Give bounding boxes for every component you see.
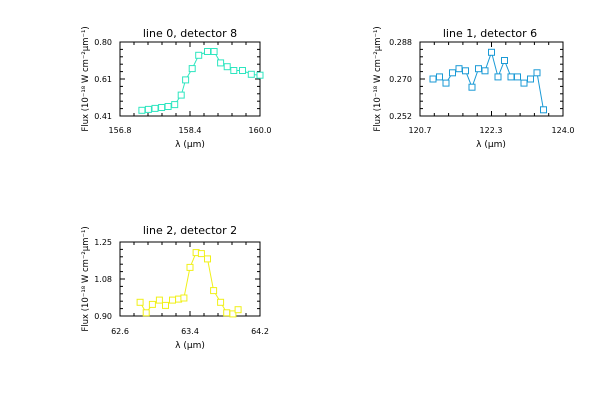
data-point-marker (144, 105, 152, 113)
data-point-marker (468, 83, 476, 91)
data-point-marker (481, 67, 489, 75)
data-point-marker (217, 298, 225, 306)
panel-title: line 1, detector 6 (443, 27, 537, 40)
y-axis-label: Flux (10⁻¹⁸ W cm⁻²μm⁻¹) (81, 226, 91, 331)
data-point-marker (494, 73, 502, 81)
data-point-marker (239, 67, 246, 74)
data-point-marker (475, 65, 482, 73)
y-axis-label: Flux (10⁻¹⁸ W cm⁻²μm⁻¹) (373, 26, 383, 131)
data-point-marker (148, 300, 156, 308)
plot-frame (119, 41, 261, 117)
series-line (141, 51, 261, 111)
data-point-marker (151, 104, 159, 112)
data-point-marker (223, 309, 231, 317)
data-point-marker (217, 59, 225, 67)
data-point-marker (155, 296, 163, 304)
y-tick-label: 0.61 (94, 75, 112, 84)
x-tick-label: 63.4 (181, 327, 199, 336)
data-point-marker (247, 70, 255, 78)
panel-line-2-detector-2: line 2, detector 2 0.90 1.08 1.25 62.6 6… (81, 224, 269, 351)
data-point-marker (142, 309, 150, 317)
data-point-marker (136, 298, 144, 306)
y-axis-label: Flux (10⁻¹⁸ W cm⁻²μm⁻¹) (81, 26, 91, 131)
x-tick-label: 156.8 (109, 126, 132, 135)
data-point-marker (533, 69, 541, 77)
data-point-marker (210, 287, 218, 295)
data-point-marker (204, 255, 211, 263)
y-tick-label: 0.80 (94, 38, 112, 47)
x-tick-label: 124.0 (552, 126, 575, 135)
data-point-marker (158, 104, 166, 111)
data-point-marker (501, 57, 508, 64)
data-point-marker (442, 79, 450, 87)
data-point-marker (164, 103, 172, 110)
data-point-marker (177, 91, 185, 99)
data-point-marker (436, 73, 443, 81)
data-point-marker (462, 67, 469, 75)
data-point-marker (256, 71, 264, 79)
x-tick-label: 122.3 (480, 126, 503, 135)
data-point-marker (449, 69, 456, 77)
x-axis-label: λ (μm) (175, 341, 205, 351)
panel-line-1-detector-6: line 1, detector 6 0.252 0.270 0.288 120… (373, 26, 574, 150)
panel-line-0-detector-8: line 0, detector 8 0.41 0.61 0.80 156.8 … (81, 26, 271, 150)
data-point-marker (162, 301, 169, 309)
data-point-marker (195, 51, 203, 59)
data-point-marker (514, 73, 521, 81)
y-tick-label: 0.41 (94, 112, 112, 121)
y-tick-label: 0.252 (389, 112, 412, 121)
data-point-marker (488, 48, 495, 56)
data-point-marker (230, 67, 238, 74)
data-point-marker (540, 106, 547, 114)
y-tick-label: 1.25 (94, 238, 112, 247)
data-point-marker (223, 63, 231, 71)
data-point-marker (429, 75, 437, 83)
y-tick-label: 0.270 (389, 75, 412, 84)
data-point-marker (507, 73, 515, 81)
data-point-marker (234, 306, 242, 314)
data-point-marker (197, 250, 205, 258)
data-point-marker (138, 106, 146, 114)
data-point-marker (527, 75, 534, 83)
y-tick-label: 1.08 (94, 275, 112, 284)
x-tick-label: 160.0 (249, 126, 272, 135)
data-point-marker (171, 101, 179, 109)
data-point-marker (455, 65, 463, 73)
x-tick-label: 62.6 (111, 327, 129, 336)
data-point-marker (210, 48, 218, 55)
x-tick-label: 120.7 (409, 126, 432, 135)
x-axis-label: λ (μm) (175, 140, 205, 150)
data-point-marker (182, 76, 190, 84)
data-point-marker (188, 65, 196, 73)
data-point-marker (180, 294, 188, 302)
x-tick-label: 64.2 (251, 327, 269, 336)
data-point-marker (204, 48, 211, 55)
panel-title: line 0, detector 8 (143, 27, 237, 40)
data-point-marker (229, 310, 237, 318)
panel-title: line 2, detector 2 (143, 224, 237, 237)
data-point-marker (520, 79, 528, 87)
y-tick-label: 0.90 (94, 312, 112, 321)
data-point-marker (169, 296, 176, 304)
x-tick-label: 158.4 (179, 126, 202, 135)
x-axis-label: λ (μm) (476, 140, 506, 150)
data-point-marker (186, 263, 194, 271)
y-tick-label: 0.288 (389, 38, 412, 47)
